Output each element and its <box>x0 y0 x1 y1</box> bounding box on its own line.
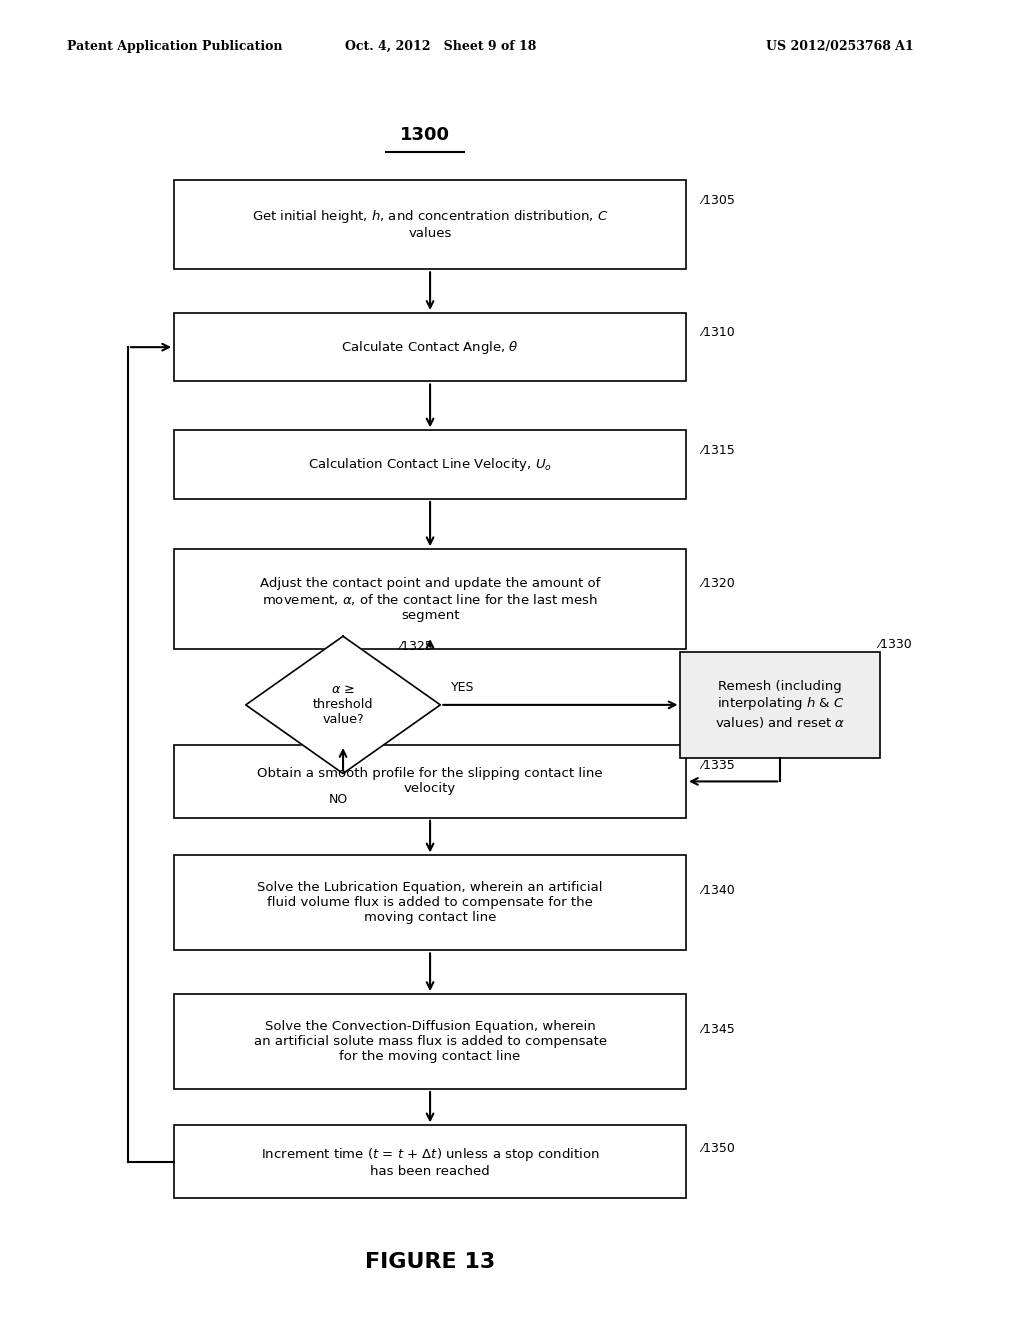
Text: Get initial height, $h$, and concentration distribution, $C$
values: Get initial height, $h$, and concentrati… <box>252 209 608 240</box>
Text: ⁄1330: ⁄1330 <box>879 638 912 651</box>
Text: 1300: 1300 <box>400 125 450 144</box>
Bar <box>174 994 686 1089</box>
Text: ⁄1310: ⁄1310 <box>701 326 735 339</box>
Polygon shape <box>246 636 440 774</box>
Text: ⁄1335: ⁄1335 <box>701 759 735 772</box>
Text: ⁄1325: ⁄1325 <box>399 640 433 653</box>
Text: Remesh (including
interpolating $h$ & $C$
values) and reset $\alpha$: Remesh (including interpolating $h$ & $C… <box>715 680 846 730</box>
Text: Solve the Convection-Diffusion Equation, wherein
an artificial solute mass flux : Solve the Convection-Diffusion Equation,… <box>254 1020 606 1063</box>
Text: Oct. 4, 2012   Sheet 9 of 18: Oct. 4, 2012 Sheet 9 of 18 <box>345 40 536 53</box>
Text: ⁄1350: ⁄1350 <box>701 1142 735 1155</box>
Text: YES: YES <box>451 681 474 694</box>
Bar <box>174 180 686 269</box>
Bar <box>174 549 686 649</box>
Text: ⁄1305: ⁄1305 <box>701 194 735 207</box>
Text: ⁄1315: ⁄1315 <box>701 444 735 457</box>
Text: Obtain a smooth profile for the slipping contact line
velocity: Obtain a smooth profile for the slipping… <box>257 767 603 796</box>
Bar <box>174 313 686 381</box>
Text: $\alpha$ ≥
threshold
value?: $\alpha$ ≥ threshold value? <box>312 684 374 726</box>
Text: ⁄1320: ⁄1320 <box>701 577 735 590</box>
Text: Adjust the contact point and update the amount of
movement, $\alpha$, of the con: Adjust the contact point and update the … <box>260 577 600 622</box>
Bar <box>174 430 686 499</box>
Text: Patent Application Publication: Patent Application Publication <box>67 40 282 53</box>
Text: Calculate Contact Angle, $\theta$: Calculate Contact Angle, $\theta$ <box>341 339 519 355</box>
Bar <box>174 855 686 950</box>
Text: NO: NO <box>329 793 347 807</box>
Text: ⁄1340: ⁄1340 <box>701 884 735 898</box>
Bar <box>680 652 880 758</box>
Text: ⁄1345: ⁄1345 <box>701 1023 735 1036</box>
Bar <box>174 744 686 818</box>
Text: Increment time ($t$ = $t$ + $\Delta t$) unless a stop condition
has been reached: Increment time ($t$ = $t$ + $\Delta t$) … <box>261 1146 599 1177</box>
Text: US 2012/0253768 A1: US 2012/0253768 A1 <box>766 40 913 53</box>
Text: FIGURE 13: FIGURE 13 <box>365 1251 496 1272</box>
Text: Calculation Contact Line Velocity, $U_o$: Calculation Contact Line Velocity, $U_o$ <box>308 457 552 473</box>
Bar <box>174 1125 686 1199</box>
Text: Solve the Lubrication Equation, wherein an artificial
fluid volume flux is added: Solve the Lubrication Equation, wherein … <box>257 882 603 924</box>
